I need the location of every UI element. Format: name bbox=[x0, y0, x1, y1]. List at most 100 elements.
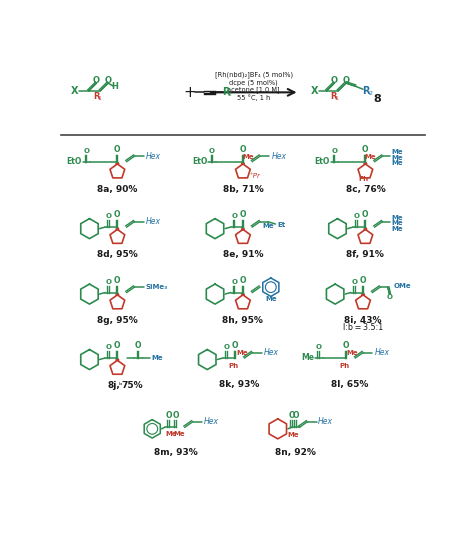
Text: 8a, 90%: 8a, 90% bbox=[97, 185, 137, 194]
Polygon shape bbox=[116, 358, 119, 360]
Text: Hex: Hex bbox=[146, 152, 161, 161]
Text: 1: 1 bbox=[335, 96, 338, 101]
Text: O: O bbox=[316, 344, 322, 350]
Polygon shape bbox=[116, 293, 119, 295]
Text: Hex: Hex bbox=[318, 417, 333, 426]
Polygon shape bbox=[241, 227, 245, 229]
Text: O: O bbox=[292, 410, 299, 420]
Text: Me: Me bbox=[301, 354, 314, 362]
Text: O: O bbox=[240, 210, 246, 220]
Text: X: X bbox=[311, 86, 319, 96]
Text: l:b = 3.5:1: l:b = 3.5:1 bbox=[343, 323, 383, 331]
Text: 8: 8 bbox=[373, 94, 381, 104]
Text: Me: Me bbox=[262, 223, 273, 229]
Text: 1: 1 bbox=[98, 96, 101, 101]
Text: O: O bbox=[83, 148, 90, 154]
Text: Me: Me bbox=[391, 160, 402, 166]
Text: O: O bbox=[343, 76, 349, 84]
Text: 8j,: 8j, bbox=[108, 381, 121, 390]
Text: R: R bbox=[93, 93, 100, 101]
Text: 8h, 95%: 8h, 95% bbox=[222, 316, 264, 325]
Text: Et: Et bbox=[277, 222, 285, 228]
Text: Me: Me bbox=[166, 431, 177, 437]
Text: Me: Me bbox=[173, 431, 185, 437]
Text: OMe: OMe bbox=[394, 283, 412, 289]
Text: Me: Me bbox=[365, 154, 376, 160]
Text: 2: 2 bbox=[228, 92, 232, 97]
Text: O: O bbox=[360, 276, 366, 285]
Text: Ph: Ph bbox=[228, 363, 239, 369]
Text: O: O bbox=[224, 344, 229, 350]
Text: H: H bbox=[111, 82, 118, 90]
Text: 8e, 91%: 8e, 91% bbox=[223, 250, 263, 259]
Text: Hex: Hex bbox=[272, 152, 287, 161]
Text: Me: Me bbox=[391, 215, 402, 221]
Text: O: O bbox=[114, 145, 120, 154]
Text: O: O bbox=[362, 145, 369, 154]
Polygon shape bbox=[364, 162, 367, 164]
Text: O: O bbox=[114, 276, 120, 285]
Text: 8k, 93%: 8k, 93% bbox=[219, 379, 259, 389]
Polygon shape bbox=[116, 162, 119, 164]
Text: Hex: Hex bbox=[264, 348, 279, 357]
Text: 8n, 92%: 8n, 92% bbox=[275, 448, 316, 457]
Text: Me: Me bbox=[391, 226, 402, 232]
Text: Me: Me bbox=[391, 155, 402, 161]
Text: O: O bbox=[93, 76, 100, 84]
Text: O: O bbox=[331, 148, 337, 154]
Text: Me: Me bbox=[347, 350, 358, 356]
Text: O: O bbox=[352, 279, 357, 285]
Text: ᵇ: ᵇ bbox=[119, 381, 123, 390]
Text: Me: Me bbox=[391, 149, 402, 155]
Text: Me: Me bbox=[236, 350, 247, 356]
Text: Me: Me bbox=[242, 154, 254, 160]
Text: 8g, 95%: 8g, 95% bbox=[97, 316, 138, 325]
Polygon shape bbox=[362, 293, 365, 295]
Text: O: O bbox=[386, 294, 392, 300]
Text: X: X bbox=[71, 86, 79, 96]
Text: 2: 2 bbox=[368, 90, 372, 95]
Text: 8l, 65%: 8l, 65% bbox=[331, 379, 369, 389]
Text: Hex: Hex bbox=[204, 417, 219, 426]
Text: O: O bbox=[231, 279, 237, 285]
Text: O: O bbox=[231, 214, 237, 220]
Text: Me: Me bbox=[391, 220, 402, 226]
Polygon shape bbox=[116, 227, 119, 229]
Text: 8m, 93%: 8m, 93% bbox=[154, 448, 197, 457]
Text: +: + bbox=[183, 85, 196, 100]
Text: R: R bbox=[330, 93, 337, 101]
Text: 8b, 71%: 8b, 71% bbox=[223, 185, 263, 194]
Text: ⁺Pr: ⁺Pr bbox=[249, 173, 260, 179]
Text: 8f, 91%: 8f, 91% bbox=[346, 250, 384, 259]
Text: O: O bbox=[240, 145, 246, 154]
Text: EtO: EtO bbox=[314, 157, 330, 166]
Text: O: O bbox=[362, 210, 369, 220]
Text: O: O bbox=[331, 76, 338, 84]
Text: [Rh(nbd)₂]BF₄ (5 mol%): [Rh(nbd)₂]BF₄ (5 mol%) bbox=[215, 71, 293, 78]
Text: O: O bbox=[106, 214, 112, 220]
Text: 75%: 75% bbox=[121, 381, 143, 390]
Text: 8i, 43%: 8i, 43% bbox=[344, 316, 382, 325]
Text: O: O bbox=[105, 76, 111, 84]
Text: 8d, 95%: 8d, 95% bbox=[97, 250, 138, 259]
Text: SiMe₃: SiMe₃ bbox=[145, 284, 167, 290]
Text: R: R bbox=[363, 86, 370, 96]
Polygon shape bbox=[241, 293, 245, 295]
Polygon shape bbox=[364, 227, 367, 229]
Text: Me: Me bbox=[152, 355, 163, 361]
Text: O: O bbox=[114, 341, 120, 350]
Polygon shape bbox=[241, 162, 245, 164]
Text: O: O bbox=[114, 210, 120, 220]
Text: Ph: Ph bbox=[359, 175, 369, 181]
Text: EtO: EtO bbox=[192, 157, 207, 166]
Text: acetone [1.0 M]: acetone [1.0 M] bbox=[228, 87, 280, 93]
Text: O: O bbox=[165, 410, 172, 420]
Text: O: O bbox=[172, 410, 179, 420]
Text: O: O bbox=[135, 341, 142, 350]
Text: Ph: Ph bbox=[339, 363, 349, 369]
Text: EtO: EtO bbox=[66, 157, 82, 166]
Text: O: O bbox=[289, 410, 295, 420]
Text: O: O bbox=[209, 148, 215, 154]
Text: 8c, 76%: 8c, 76% bbox=[346, 185, 385, 194]
Text: Me: Me bbox=[265, 296, 277, 302]
